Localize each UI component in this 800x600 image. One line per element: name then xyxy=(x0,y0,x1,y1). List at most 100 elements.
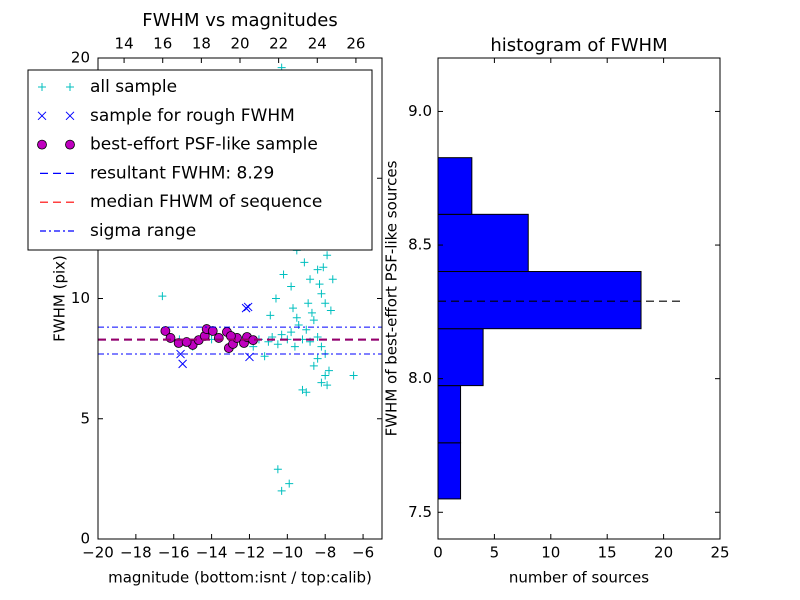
x-tick-label: −16 xyxy=(158,544,190,562)
point xyxy=(273,340,282,349)
point xyxy=(181,337,192,347)
x-tick-label: 15 xyxy=(598,544,617,562)
chart-title: histogram of FWHM xyxy=(490,35,667,56)
x-axis-label: magnitude (bottom:isnt / top:calib) xyxy=(108,569,372,587)
y-tick-label: 7.5 xyxy=(408,503,432,521)
point xyxy=(260,352,269,361)
legend-label: median FHWM of sequence xyxy=(90,192,322,212)
x-tick-label: 10 xyxy=(541,544,560,562)
y-tick-label: 5 xyxy=(80,409,90,427)
point xyxy=(271,294,280,303)
y-tick-label: 20 xyxy=(71,49,90,67)
bar xyxy=(437,328,484,387)
point xyxy=(326,306,335,315)
point xyxy=(309,361,318,370)
point xyxy=(178,359,187,369)
point xyxy=(285,479,294,488)
legend-label: sample for rough FWHM xyxy=(90,106,295,126)
bar xyxy=(437,442,462,500)
point xyxy=(158,292,167,301)
point xyxy=(279,270,288,279)
point xyxy=(324,366,333,375)
point xyxy=(160,326,171,336)
x-tick-label: 0 xyxy=(433,544,443,562)
legend-frame xyxy=(27,69,373,251)
point xyxy=(277,486,286,495)
x-tick-label: −8 xyxy=(314,544,336,562)
bar xyxy=(437,271,642,330)
x-tick-label: −20 xyxy=(82,544,114,562)
y-tick-label: 8.5 xyxy=(408,236,432,254)
point xyxy=(349,371,358,380)
y-tick-label: 0 xyxy=(80,530,90,548)
point xyxy=(294,320,303,329)
x-tick-label: −18 xyxy=(120,544,152,562)
point xyxy=(317,342,326,351)
point xyxy=(307,308,316,317)
point xyxy=(317,289,326,298)
y-tick-label: 8.0 xyxy=(408,369,432,387)
point xyxy=(292,313,301,322)
legend-label: best-effort PSF-like sample xyxy=(90,135,318,155)
top-tick-label: 26 xyxy=(346,35,365,53)
legend-label: all sample xyxy=(90,77,177,97)
point xyxy=(165,333,176,343)
point xyxy=(176,349,185,359)
x-tick-label: −6 xyxy=(352,544,374,562)
point xyxy=(315,280,324,289)
legend-marker xyxy=(66,83,74,91)
top-tick-label: 20 xyxy=(230,35,249,53)
legend: all sample sample for rough FWHM best-effo… xyxy=(27,69,373,251)
point xyxy=(313,265,322,274)
point xyxy=(277,330,286,339)
point xyxy=(300,258,309,267)
top-tick-label: 14 xyxy=(115,35,134,53)
point xyxy=(319,263,328,272)
y-tick-label: 9.0 xyxy=(408,102,432,120)
point xyxy=(287,328,296,337)
legend-marker xyxy=(37,139,47,150)
point xyxy=(287,282,296,291)
legend-marker xyxy=(38,83,46,91)
point xyxy=(213,333,224,343)
point xyxy=(304,299,313,308)
bar xyxy=(437,213,529,273)
point xyxy=(241,303,251,313)
point xyxy=(273,465,282,474)
point xyxy=(321,299,330,308)
x-axis-label: number of sources xyxy=(509,569,649,587)
point xyxy=(323,251,332,260)
point xyxy=(243,302,253,312)
top-tick-label: 18 xyxy=(192,35,211,53)
legend-label: resultant FWHM: 8.29 xyxy=(90,163,274,183)
x-tick-label: 20 xyxy=(654,544,673,562)
point xyxy=(313,354,322,363)
top-tick-label: 24 xyxy=(308,35,327,53)
point xyxy=(323,381,332,390)
point xyxy=(321,371,330,380)
x-tick-label: −10 xyxy=(272,544,304,562)
plot-frame xyxy=(97,57,383,540)
point xyxy=(302,325,311,334)
y-axis-label: FWHM (pix) xyxy=(51,255,69,342)
bar xyxy=(437,157,473,215)
point xyxy=(266,311,275,320)
point xyxy=(306,275,315,284)
legend-label: sigma range xyxy=(90,221,196,241)
point xyxy=(317,378,326,387)
y-axis-label: FWHM of best-effort PSF-like sources xyxy=(383,160,401,436)
point xyxy=(313,332,322,341)
chart-title: FWHM vs magnitudes xyxy=(142,10,337,31)
x-tick-label: 25 xyxy=(710,544,729,562)
top-tick-label: 16 xyxy=(153,35,172,53)
y-tick-label: 10 xyxy=(71,289,90,307)
point xyxy=(207,326,218,336)
top-tick-label: 22 xyxy=(269,35,288,53)
point xyxy=(328,275,337,284)
bar xyxy=(437,385,462,444)
x-tick-label: −12 xyxy=(234,544,266,562)
legend-marker xyxy=(65,111,75,121)
point xyxy=(309,316,318,325)
point xyxy=(290,342,299,351)
